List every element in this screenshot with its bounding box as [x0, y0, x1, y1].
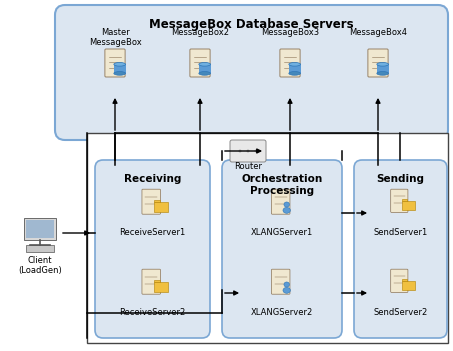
Bar — [26, 220, 54, 238]
Text: MessageBox4: MessageBox4 — [349, 28, 407, 37]
Bar — [26, 245, 54, 252]
Bar — [154, 202, 168, 212]
Ellipse shape — [284, 282, 289, 287]
FancyBboxPatch shape — [271, 189, 290, 214]
Ellipse shape — [289, 72, 300, 75]
FancyBboxPatch shape — [390, 269, 408, 292]
FancyBboxPatch shape — [142, 189, 160, 214]
Text: MessageBox Database Servers: MessageBox Database Servers — [149, 18, 354, 31]
Ellipse shape — [377, 72, 389, 75]
Text: Orchestration
Processing: Orchestration Processing — [241, 174, 323, 196]
Ellipse shape — [283, 287, 290, 293]
Ellipse shape — [199, 62, 211, 66]
Text: Sending: Sending — [376, 174, 424, 184]
Ellipse shape — [289, 62, 300, 66]
Text: ReceiveServer1: ReceiveServer1 — [120, 228, 186, 237]
FancyBboxPatch shape — [142, 269, 160, 294]
Text: Client
(LoadGen): Client (LoadGen) — [18, 256, 62, 276]
Text: MessageBox3: MessageBox3 — [261, 28, 319, 37]
Ellipse shape — [255, 150, 257, 152]
Bar — [402, 279, 407, 281]
FancyBboxPatch shape — [271, 269, 290, 294]
Ellipse shape — [246, 150, 250, 152]
FancyBboxPatch shape — [105, 49, 125, 77]
Bar — [87, 133, 448, 343]
Ellipse shape — [114, 72, 125, 75]
Bar — [114, 64, 125, 73]
Text: Router: Router — [234, 162, 262, 171]
FancyBboxPatch shape — [390, 189, 408, 212]
Bar — [402, 199, 407, 201]
Text: Master
MessageBox: Master MessageBox — [89, 28, 141, 47]
Bar — [402, 281, 414, 290]
Ellipse shape — [284, 202, 289, 207]
Text: ReceiveServer2: ReceiveServer2 — [120, 308, 186, 317]
Text: SendServer1: SendServer1 — [373, 228, 428, 237]
FancyBboxPatch shape — [95, 160, 210, 338]
FancyBboxPatch shape — [222, 160, 342, 338]
Ellipse shape — [238, 150, 241, 152]
FancyBboxPatch shape — [368, 49, 388, 77]
Bar — [289, 64, 300, 73]
Bar — [199, 64, 211, 73]
Bar — [154, 282, 168, 292]
FancyBboxPatch shape — [55, 5, 448, 140]
Bar — [154, 280, 159, 282]
Text: MessageBox2: MessageBox2 — [171, 28, 229, 37]
FancyBboxPatch shape — [230, 140, 266, 162]
Bar — [154, 200, 159, 202]
Ellipse shape — [114, 62, 125, 66]
Bar — [24, 218, 56, 240]
Ellipse shape — [283, 207, 290, 213]
Text: XLANGServer2: XLANGServer2 — [251, 308, 313, 317]
Text: Receiving: Receiving — [124, 174, 181, 184]
FancyBboxPatch shape — [354, 160, 447, 338]
Bar — [377, 64, 389, 73]
Bar — [402, 201, 414, 210]
Text: SendServer2: SendServer2 — [373, 308, 428, 317]
FancyBboxPatch shape — [280, 49, 300, 77]
Ellipse shape — [199, 72, 211, 75]
FancyBboxPatch shape — [190, 49, 210, 77]
Ellipse shape — [377, 62, 389, 66]
Text: XLANGServer1: XLANGServer1 — [251, 228, 313, 237]
